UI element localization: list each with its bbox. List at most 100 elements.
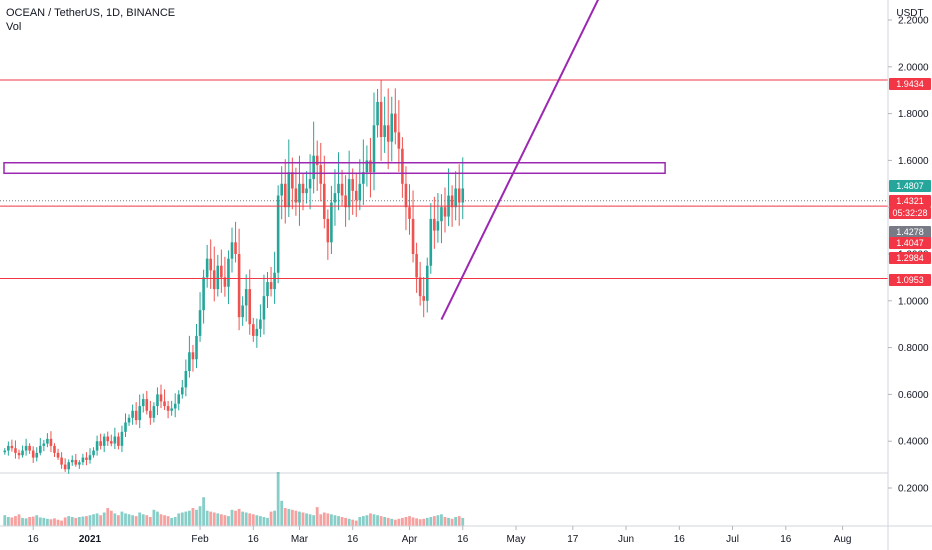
volume-bar	[369, 513, 372, 526]
candle-body	[113, 436, 117, 444]
volume-bar	[127, 514, 131, 526]
volume-bar	[191, 508, 195, 526]
price-tick-label: 1.8000	[898, 109, 929, 120]
candle-body	[283, 183, 287, 208]
volume-bar	[109, 510, 113, 526]
candle-body	[31, 450, 35, 458]
candle-body	[248, 289, 252, 325]
time-tick-label: Jul	[726, 534, 739, 545]
volume-bar	[63, 517, 67, 526]
price-tick-label: 2.2000	[898, 16, 929, 27]
volume-bar	[198, 506, 202, 526]
volume-bar	[358, 517, 362, 526]
volume-bar	[170, 517, 174, 526]
volume-bar	[177, 513, 181, 526]
candle-body	[212, 270, 216, 290]
volume-bar	[117, 515, 120, 526]
candle-body	[10, 445, 14, 449]
volume-bar	[248, 513, 252, 526]
candle-body	[418, 277, 422, 297]
candle-body	[88, 455, 92, 460]
volume-bar	[195, 509, 198, 526]
price-tag	[889, 226, 931, 238]
volume-bar	[67, 516, 71, 526]
rectangle-drawing[interactable]	[3, 161, 666, 175]
volume-bar	[418, 519, 422, 526]
volume-bar	[333, 515, 337, 526]
candle-body	[429, 218, 433, 266]
volume-bar	[276, 472, 280, 526]
volume-bar	[386, 517, 390, 526]
volume-bar	[351, 519, 355, 526]
candle-body	[358, 183, 362, 201]
volume-bar	[230, 509, 234, 526]
volume-bar	[454, 517, 458, 526]
volume-bar	[219, 514, 223, 526]
candle-body	[369, 160, 372, 173]
volume-label: Vol	[6, 21, 22, 33]
volume-bar	[340, 517, 344, 526]
price-tick-label: 0.6000	[898, 390, 929, 401]
volume-bar	[287, 508, 291, 526]
time-tick-label: 16	[457, 534, 469, 545]
candle-body	[312, 155, 315, 180]
volume-bar	[141, 514, 145, 526]
candle-body	[49, 438, 53, 446]
trend-line[interactable]	[440, 0, 622, 320]
candle-body	[181, 387, 184, 395]
volume-bar	[429, 517, 433, 526]
time-axis[interactable]: 16 2021 Feb 16 Mar 16 Apr 16 May 17 Jun 16 Jul 16 Aug	[0, 525, 932, 545]
volume-bar	[440, 514, 443, 526]
time-tick-label: 16	[248, 534, 260, 545]
volume-bar	[156, 511, 159, 526]
price-tag	[889, 180, 931, 192]
volume-bar	[401, 517, 404, 526]
volume-bar	[347, 518, 351, 526]
candle-body	[244, 289, 248, 306]
volume-bar	[6, 517, 10, 526]
volume-bar	[436, 515, 440, 526]
volume-bar	[28, 517, 32, 526]
candle-body	[156, 394, 159, 407]
volume-bar	[372, 514, 376, 526]
candle-body	[141, 399, 145, 407]
candle-body	[291, 172, 294, 189]
volume-bar	[404, 517, 408, 526]
volume-bar	[234, 510, 237, 526]
drawings[interactable]	[0, 0, 888, 320]
price-tag	[889, 207, 931, 219]
volume-bar	[216, 513, 220, 526]
candle-body	[280, 183, 283, 196]
time-tick-label: Mar	[291, 534, 309, 545]
candle-body	[386, 125, 390, 142]
candle-body	[21, 450, 24, 456]
volume-bar	[17, 514, 21, 526]
candle-body	[305, 188, 308, 194]
candle-body	[266, 282, 269, 297]
candle-body	[298, 183, 301, 203]
candle-body	[138, 406, 141, 421]
candle-body	[457, 188, 461, 203]
volume-bar	[42, 517, 46, 526]
volume-bar	[77, 517, 81, 526]
candle-body	[315, 155, 319, 166]
candle-body	[319, 165, 323, 184]
candle-body	[425, 265, 429, 301]
candle-body	[301, 183, 305, 194]
candle-body	[401, 148, 404, 184]
candle-body	[74, 459, 78, 465]
volume-bar	[259, 516, 262, 526]
time-tick-label: 16	[674, 534, 686, 545]
symbol-title[interactable]: OCEAN / TetherUS, 1D, BINANCE	[6, 7, 176, 19]
candle-body	[365, 160, 369, 173]
candle-body	[379, 101, 383, 137]
candle-body	[173, 403, 177, 409]
price-axis[interactable]: 2.20002.00001.80001.60001.40001.20001.00…	[887, 0, 931, 550]
volume-bar	[237, 508, 241, 526]
candle-body	[120, 431, 124, 446]
candle-body	[99, 441, 102, 446]
candle-body	[184, 371, 188, 388]
volume-bar	[337, 516, 340, 526]
candle-body	[252, 324, 255, 336]
